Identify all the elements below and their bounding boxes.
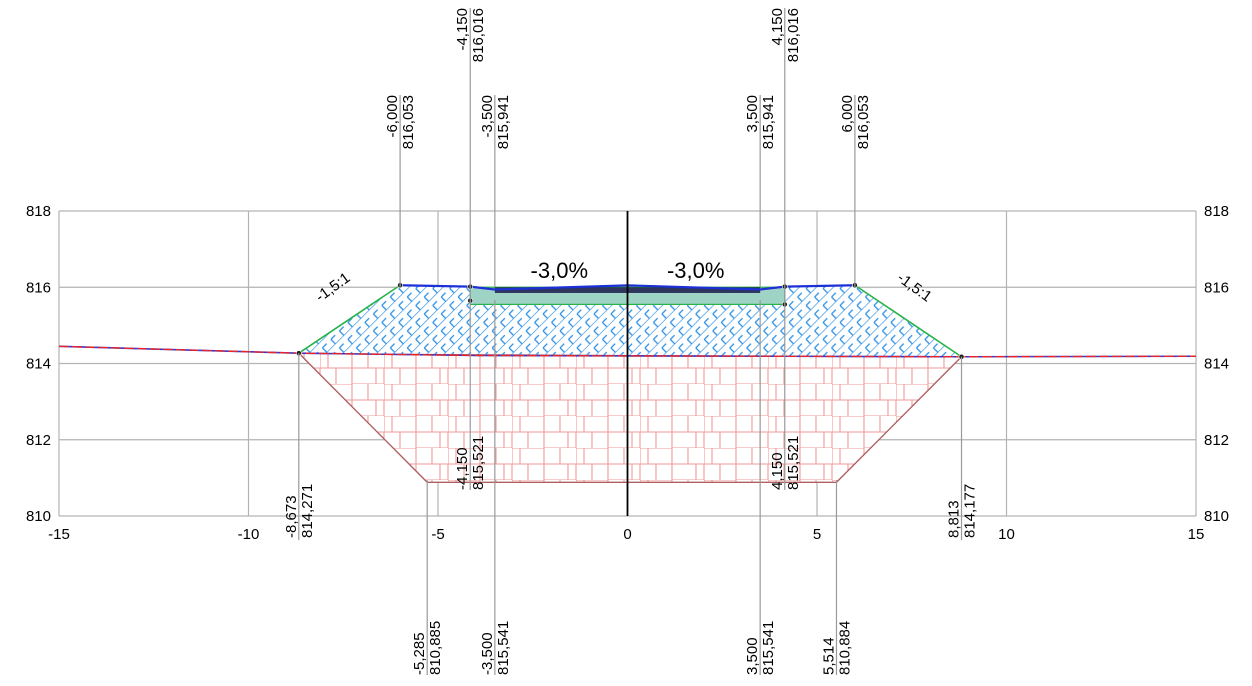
annotation-elevation: 815,941 [495,95,512,149]
x-tick-label: 5 [813,526,821,543]
annotation-mid-l-415: -4,150 815,521 [454,436,487,490]
x-tick-label: 15 [1188,526,1205,543]
annotation-elevation: 814,271 [299,484,316,538]
y-tick-label-left: 818 [26,203,51,220]
annotation-elevation: 810,885 [427,621,444,675]
annotation-elevation: 815,941 [760,95,777,149]
annotation-offset: -4,150 [454,447,471,490]
annotation-elevation: 816,053 [400,95,417,149]
crossfall-label-right: -3,0% [667,258,724,283]
annotation-elevation: 815,541 [495,621,512,675]
annotation-offset: 5,514 [820,637,837,675]
y-tick-label-left: 812 [26,432,51,449]
left-slope-line [298,284,401,354]
annotation-offset: -3,500 [479,95,496,138]
subgrade-fill [297,352,964,483]
y-tick-label-right: 812 [1204,432,1229,449]
x-tick-label: 0 [623,526,631,543]
annotation-elevation: 815,521 [785,436,802,490]
annotation-elevation: 816,053 [855,95,872,149]
station-annotations: -4,150 816,016 4,150 816,016-6,000 816,053 -3… [283,8,979,675]
embankment-fill [298,285,962,357]
annotation-top-r-350: 3,500 815,941 [744,95,777,149]
x-tick-label: -5 [431,526,444,543]
annotation-offset: 6,000 [839,95,856,133]
annotation-offset: -5,285 [411,632,428,675]
slope-ratio-label-left: -1,5:1 [313,269,354,305]
annotation-bot-l-5285: -5,285 810,885 [411,621,444,675]
y-tick-label-right: 814 [1204,356,1229,373]
crossfall-label-left: -3,0% [531,258,588,283]
annotation-top-l-600: -6,000 816,053 [384,95,417,149]
y-tick-label-right: 810 [1204,508,1229,525]
y-tick-label-left: 816 [26,279,51,296]
annotation-top-l-350: -3,500 815,941 [479,95,512,149]
y-tick-label-left: 810 [26,508,51,525]
annotation-elevation: 815,521 [470,436,487,490]
annotation-mid-r-8813: 8,813 814,177 [946,484,979,538]
annotation-bot-r-350: 3,500 815,541 [744,621,777,675]
annotation-offset: 3,500 [744,95,761,133]
x-tick-label: 10 [998,526,1015,543]
y-tick-label-right: 818 [1204,203,1229,220]
slope-ratio-label-right: -1,5:1 [894,269,935,305]
annotation-elevation: 814,177 [962,484,979,538]
annotation-elevation: 816,016 [785,8,802,62]
annotation-mid-l-8673: -8,673 814,271 [283,484,316,538]
annotation-bot-l-350: -3,500 815,541 [479,621,512,675]
annotation-offset: -3,500 [479,632,496,675]
annotation-elevation: 816,016 [470,8,487,62]
x-tick-label: -15 [48,526,70,543]
annotation-top-l-415: -4,150 816,016 [454,8,487,62]
annotation-top-r-600: 6,000 816,053 [839,95,872,149]
y-tick-label-right: 816 [1204,279,1229,296]
annotation-offset: -8,673 [283,495,300,538]
annotation-offset: 8,813 [946,500,963,538]
annotation-offset: 4,150 [769,8,786,46]
annotation-bot-r-5514: 5,514 810,884 [820,621,853,675]
annotation-offset: 4,150 [769,452,786,490]
annotation-offset: -4,150 [454,8,471,51]
annotation-mid-r-415: 4,150 815,521 [769,436,802,490]
y-tick-label-left: 814 [26,356,51,373]
annotation-offset: 3,500 [744,637,761,675]
annotation-elevation: 815,541 [760,621,777,675]
right-slope-line [854,284,962,358]
annotation-offset: -6,000 [384,95,401,138]
annotation-top-r-415: 4,150 816,016 [769,8,802,62]
section-fills [297,285,964,483]
x-tick-label: -10 [238,526,260,543]
annotation-elevation: 810,884 [836,621,853,675]
